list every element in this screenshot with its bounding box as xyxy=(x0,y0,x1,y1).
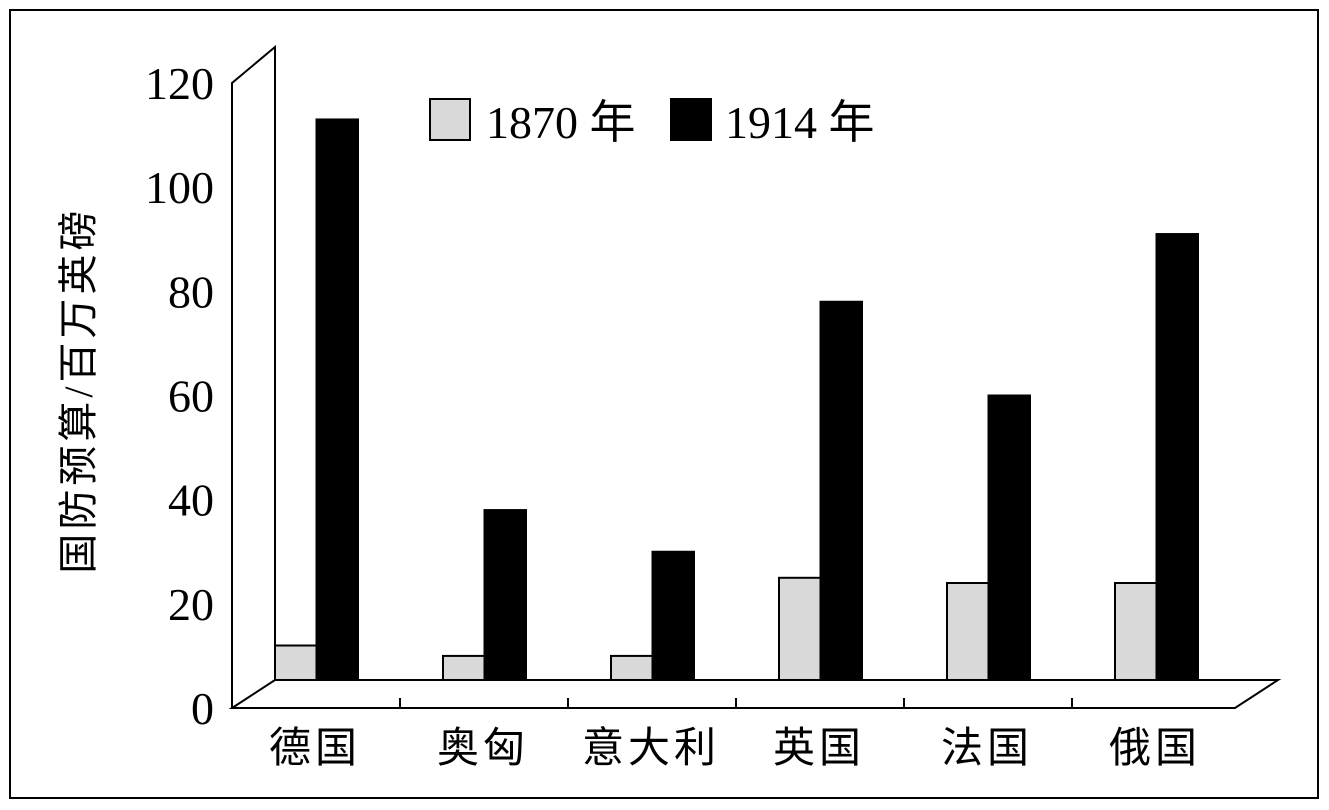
bar-1870-0 xyxy=(274,644,318,681)
bar-1914-3 xyxy=(819,300,863,681)
x-category-label: 意大利 xyxy=(582,725,720,772)
y-tick-label: 60 xyxy=(168,371,214,422)
legend-swatch-1870 xyxy=(429,98,471,141)
legend-swatch-1914 xyxy=(670,98,712,141)
bar-1870-4 xyxy=(946,582,990,681)
x-category-label: 法国 xyxy=(941,726,1033,772)
y-tick-label: 40 xyxy=(168,475,214,526)
y-axis-label: 国防预算/百万英磅 xyxy=(56,206,101,573)
bar-1870-5 xyxy=(1114,582,1158,681)
x-category-label: 德国 xyxy=(269,726,361,772)
y-tick-label: 100 xyxy=(145,162,214,213)
x-category-label: 英国 xyxy=(773,726,865,772)
legend-label-1870: 1870 年 xyxy=(486,97,636,148)
bar-1870-3 xyxy=(778,576,822,682)
bar-1914-1 xyxy=(483,509,527,682)
legend: 1870 年 1914 年 xyxy=(429,97,875,148)
x-category-label: 俄国 xyxy=(1109,726,1201,772)
x-category-label: 奥匈 xyxy=(437,726,529,772)
bar-1914-2 xyxy=(651,550,695,681)
axes xyxy=(228,44,1282,709)
back-wall-edge xyxy=(231,44,276,708)
y-tick-label: 0 xyxy=(191,683,214,734)
y-tick-label: 80 xyxy=(168,266,214,317)
bar-1914-0 xyxy=(315,118,359,682)
bar-1870-2 xyxy=(610,654,654,682)
floor xyxy=(228,679,1282,709)
legend-label-1914: 1914 年 xyxy=(725,97,875,148)
y-tick-label: 20 xyxy=(168,579,214,630)
bar-1914-4 xyxy=(987,394,1031,681)
bar-1870-1 xyxy=(442,654,486,682)
y-tick-label: 120 xyxy=(145,58,214,109)
bar-1914-5 xyxy=(1155,233,1199,682)
